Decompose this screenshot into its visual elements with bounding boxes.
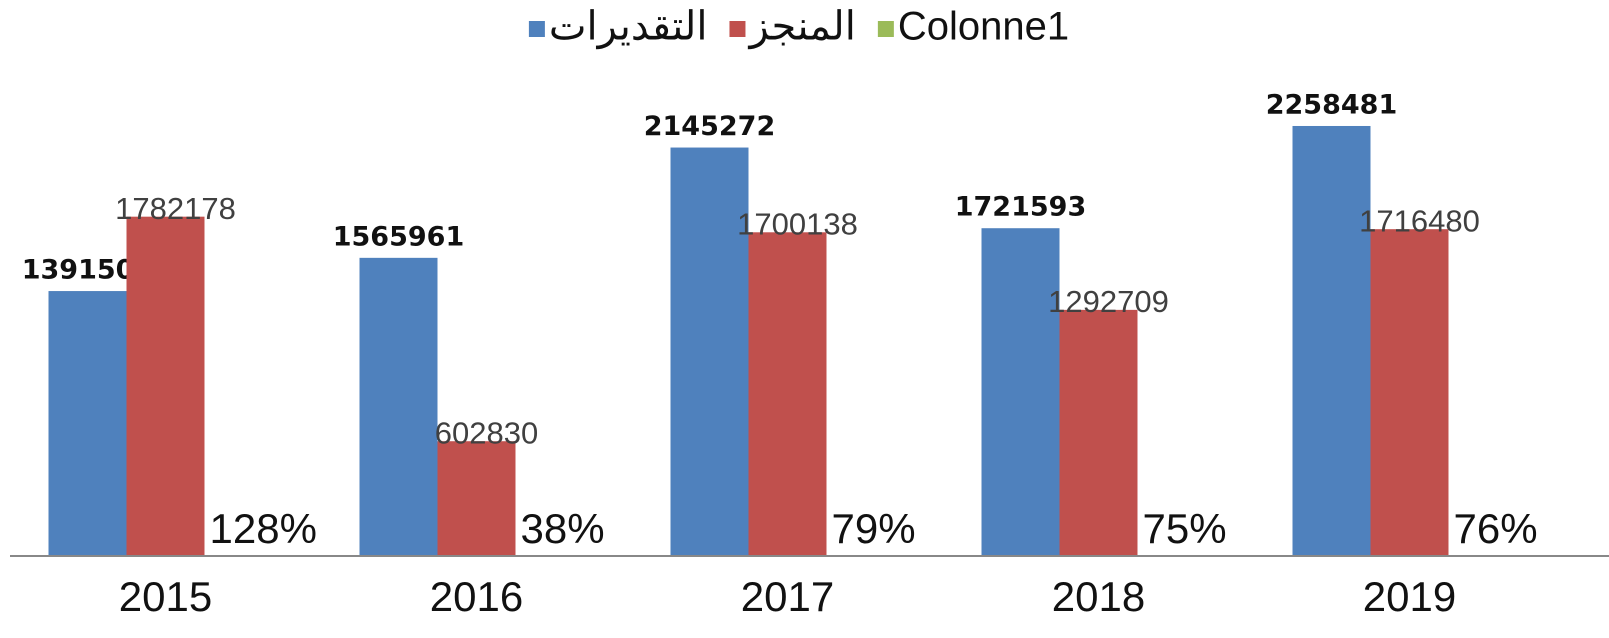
data-label: 128% [210, 505, 317, 552]
x-tick-label: 2018 [1052, 573, 1145, 620]
x-tick-label: 2017 [741, 573, 834, 620]
x-tick-label: 2015 [119, 573, 212, 620]
data-label: 1782178 [115, 191, 236, 226]
data-label: 2258481 [1266, 89, 1398, 120]
legend-label: Colonne1 [898, 5, 1069, 49]
data-label: 79% [832, 505, 916, 552]
data-label: 76% [1454, 505, 1538, 552]
data-label: 1292709 [1048, 284, 1169, 319]
bar [126, 216, 205, 556]
data-label: 602830 [435, 415, 538, 450]
x-tick-label: 2019 [1363, 573, 1456, 620]
bar [1370, 229, 1449, 557]
legend-swatch [528, 21, 545, 37]
legend-swatch [877, 21, 894, 37]
data-label: 1721593 [955, 192, 1087, 223]
data-label: 1565961 [333, 221, 465, 252]
x-tick-label: 2016 [430, 573, 523, 620]
bar [1059, 309, 1138, 556]
data-label: 1700138 [737, 206, 858, 241]
bar [48, 291, 127, 556]
bar [670, 147, 749, 556]
bar [981, 228, 1060, 557]
bar [359, 257, 438, 556]
data-label: 75% [1143, 505, 1227, 552]
data-label: 38% [521, 505, 605, 552]
bar [437, 441, 516, 556]
bar [1292, 125, 1371, 556]
data-label: 2145272 [644, 111, 776, 142]
legend-label: المنجز [747, 5, 855, 50]
bar [748, 232, 827, 556]
data-label: 1716480 [1359, 203, 1480, 238]
legend-swatch [729, 21, 746, 37]
legend-label: التقديرات [549, 5, 708, 50]
